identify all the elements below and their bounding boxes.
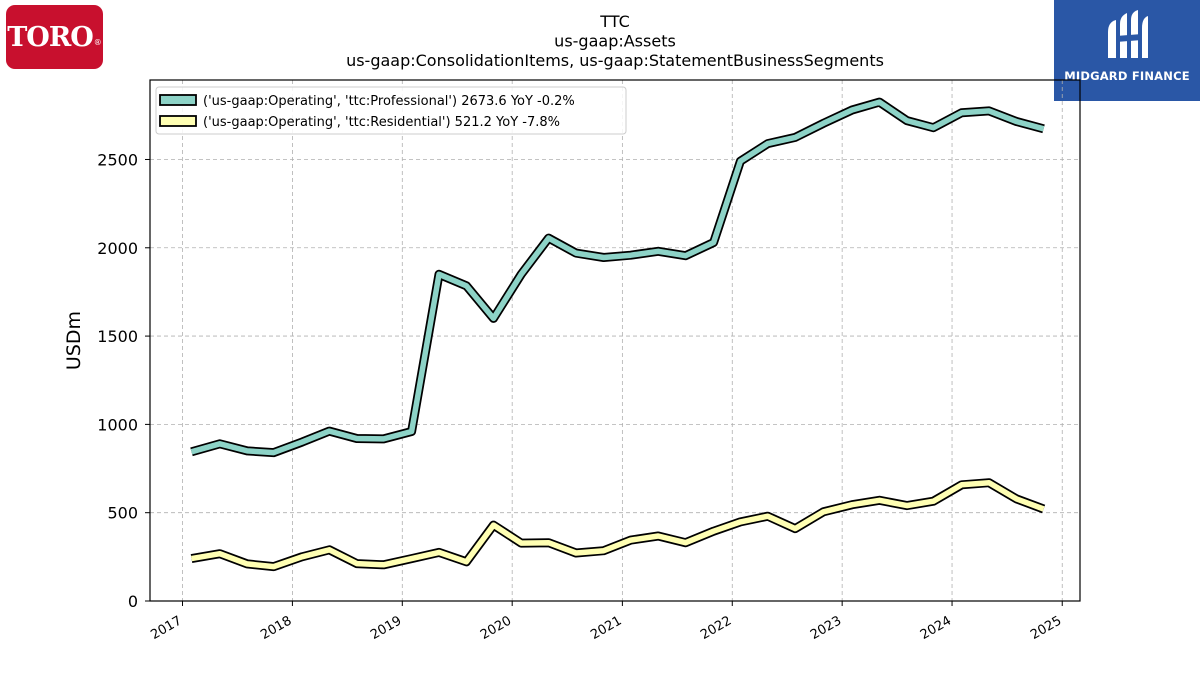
x-tick-label: 2017 [148, 613, 184, 643]
y-tick-label: 1500 [97, 327, 138, 346]
y-tick-label: 2000 [97, 239, 138, 258]
y-tick-label: 2500 [97, 150, 138, 169]
legend-label: ('us-gaap:Operating', 'ttc:Professional'… [203, 94, 575, 109]
grid [150, 80, 1080, 601]
midgard-emblem-icon [1108, 10, 1148, 58]
y-tick-label: 0 [128, 592, 138, 611]
y-tick-label: 1000 [97, 415, 138, 434]
legend-swatch [159, 94, 197, 106]
legend: ('us-gaap:Operating', 'ttc:Professional'… [155, 86, 627, 135]
series-layer [190, 97, 1046, 572]
legend-box [155, 86, 627, 135]
toro-registered-mark: ® [93, 37, 102, 47]
y-tick-label: 500 [107, 504, 138, 523]
y-axis-label: USDm [63, 311, 85, 370]
x-tick-label: 2020 [478, 613, 514, 643]
x-tick-label: 2024 [918, 613, 954, 643]
x-tick-label: 2019 [368, 613, 404, 643]
x-axis: 2017 2018 2019 2020 2021 2022 2023 2024 2025 [148, 601, 1064, 643]
legend-swatch [159, 115, 197, 127]
midgard-logo-text: MIDGARD FINANCE [1064, 69, 1190, 83]
chart-title-line: TTC [599, 12, 630, 31]
series-0-outline [190, 97, 1045, 458]
toro-logo-text: TORO [7, 21, 94, 53]
toro-logo: TORO ® [6, 5, 103, 69]
y-axis: 0 500 1000 1500 2000 2500 [97, 150, 150, 611]
midgard-finance-logo: MIDGARD FINANCE [1054, 0, 1200, 101]
x-tick-label: 2018 [258, 613, 294, 643]
series-0-line [190, 99, 1045, 456]
x-tick-label: 2023 [808, 613, 844, 643]
x-tick-label: 2025 [1028, 613, 1064, 643]
chart-title: TTCus-gaap:Assetsus-gaap:ConsolidationIt… [346, 12, 884, 70]
legend-label: ('us-gaap:Operating', 'ttc:Residential')… [203, 115, 560, 130]
x-tick-label: 2022 [698, 613, 734, 643]
series-1-line [191, 479, 1045, 570]
plot-frame [149, 79, 1081, 602]
chart-title-line: us-gaap:Assets [554, 32, 676, 51]
chart-title-line: us-gaap:ConsolidationItems, us-gaap:Stat… [346, 51, 884, 70]
x-tick-label: 2021 [588, 613, 624, 643]
